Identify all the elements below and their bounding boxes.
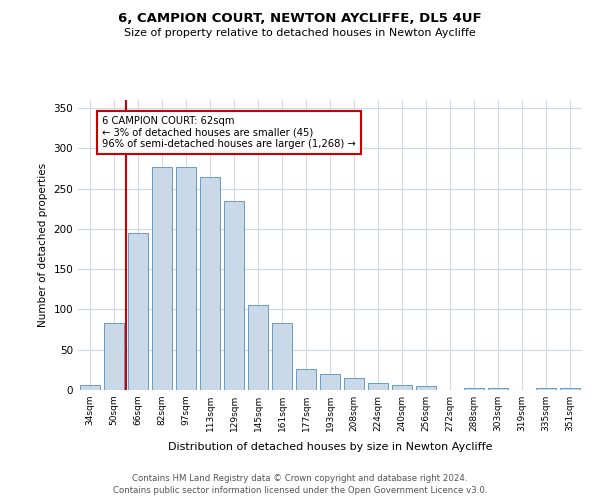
Text: 6 CAMPION COURT: 62sqm
← 3% of detached houses are smaller (45)
96% of semi-deta: 6 CAMPION COURT: 62sqm ← 3% of detached …: [102, 116, 356, 150]
Text: Contains HM Land Registry data © Crown copyright and database right 2024.: Contains HM Land Registry data © Crown c…: [132, 474, 468, 483]
Bar: [416, 386, 436, 390]
Text: Size of property relative to detached houses in Newton Aycliffe: Size of property relative to detached ho…: [124, 28, 476, 38]
Bar: [344, 378, 364, 390]
Bar: [272, 323, 292, 390]
Bar: [128, 233, 148, 390]
Bar: [392, 385, 412, 390]
Bar: [536, 388, 556, 390]
Text: Contains public sector information licensed under the Open Government Licence v3: Contains public sector information licen…: [113, 486, 487, 495]
Text: 6, CAMPION COURT, NEWTON AYCLIFFE, DL5 4UF: 6, CAMPION COURT, NEWTON AYCLIFFE, DL5 4…: [118, 12, 482, 26]
Bar: [488, 388, 508, 390]
Bar: [368, 383, 388, 390]
Bar: [248, 306, 268, 390]
Bar: [200, 176, 220, 390]
Bar: [560, 388, 580, 390]
Bar: [80, 385, 100, 390]
Bar: [464, 388, 484, 390]
Bar: [296, 369, 316, 390]
Y-axis label: Number of detached properties: Number of detached properties: [38, 163, 48, 327]
Bar: [104, 323, 124, 390]
Bar: [320, 374, 340, 390]
Bar: [152, 167, 172, 390]
Text: Distribution of detached houses by size in Newton Aycliffe: Distribution of detached houses by size …: [168, 442, 492, 452]
Bar: [176, 167, 196, 390]
Bar: [224, 200, 244, 390]
